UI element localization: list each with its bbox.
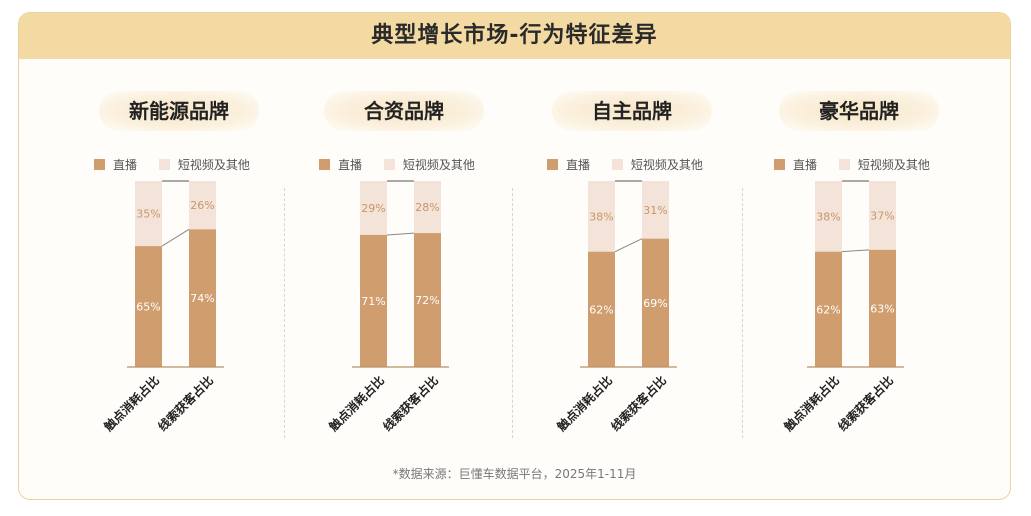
legend-live-swatch	[94, 159, 105, 170]
divider	[512, 188, 513, 438]
data-label-short: 38%	[816, 210, 840, 223]
panel-title: 自主品牌	[552, 91, 712, 131]
legend-short-label: 短视频及其他	[630, 158, 703, 172]
legend-live: 直播	[94, 156, 137, 173]
data-label-live: 71%	[361, 295, 385, 308]
legend-short: 短视频及其他	[838, 156, 930, 173]
legend-live-swatch	[774, 159, 785, 170]
bar-segment-live	[815, 251, 842, 367]
panel-new-energy: 新能源品牌 直播 短视频及其他 35% 65% 触点消耗占比 26% 74% 线索获客占比	[19, 73, 259, 453]
legend: 直播 短视频及其他	[319, 156, 493, 172]
bar-segment-short	[642, 181, 669, 239]
connector-split-line	[841, 249, 870, 253]
legend-short: 短视频及其他	[383, 156, 475, 173]
bar-segment-short	[815, 181, 842, 252]
connector-split-line	[614, 238, 643, 253]
panel-title: 合资品牌	[324, 91, 484, 131]
category-label: 触点消耗占比	[554, 373, 616, 435]
data-label-live: 63%	[870, 302, 894, 315]
legend-short: 短视频及其他	[158, 156, 250, 173]
infographic-card: 典型增长市场-行为特征差异 新能源品牌 直播 短视频及其他 35% 65% 触点消耗…	[18, 12, 1011, 500]
data-label-live: 65%	[136, 301, 160, 314]
legend-short-label: 短视频及其他	[402, 158, 475, 172]
connector-split-line	[161, 228, 190, 247]
legend: 直播 短视频及其他	[547, 156, 721, 172]
legend-short-swatch	[383, 159, 395, 170]
bar-segment-short	[189, 181, 216, 230]
category-label: 触点消耗占比	[781, 373, 843, 435]
bar-segment-live	[869, 249, 896, 367]
page-title: 典型增长市场-行为特征差异	[371, 23, 658, 48]
data-label-live: 62%	[816, 303, 840, 316]
category-label: 线索获客占比	[835, 373, 897, 435]
legend-live-label: 直播	[566, 158, 591, 172]
category-label: 线索获客占比	[608, 373, 670, 435]
data-label-short: 38%	[589, 210, 613, 223]
bar-segment-live	[360, 234, 387, 367]
legend-live: 直播	[319, 156, 362, 173]
legend: 直播 短视频及其他	[94, 156, 268, 172]
chart-joint-venture: 29% 71% 触点消耗占比 28% 72% 线索获客占比	[326, 180, 449, 435]
legend-live: 直播	[547, 156, 590, 173]
category-label: 线索获客占比	[380, 373, 442, 435]
bar-segment-short	[135, 181, 162, 247]
data-label-live: 72%	[415, 294, 439, 307]
legend-live-label: 直播	[793, 158, 818, 172]
bar-segment-live	[642, 238, 669, 367]
legend-short-label: 短视频及其他	[857, 158, 930, 172]
panel-title: 新能源品牌	[99, 91, 259, 131]
chart-luxury: 38% 62% 触点消耗占比 37% 63% 线索获客占比	[781, 180, 904, 435]
bar-segment-live	[189, 229, 216, 367]
legend: 直播 短视频及其他	[774, 156, 948, 172]
legend-live-swatch	[547, 159, 558, 170]
data-label-live: 62%	[589, 303, 613, 316]
data-label-short: 35%	[136, 208, 160, 221]
category-label: 线索获客占比	[155, 373, 217, 435]
chart-new-energy: 35% 65% 触点消耗占比 26% 74% 线索获客占比	[101, 180, 224, 435]
data-label-live: 69%	[643, 297, 667, 310]
bar-segment-short	[869, 181, 896, 250]
panel-title: 豪华品牌	[779, 91, 939, 131]
category-label: 触点消耗占比	[101, 373, 163, 435]
data-label-short: 31%	[643, 204, 667, 217]
legend-live-label: 直播	[113, 158, 138, 172]
connector-split-line	[386, 232, 415, 236]
bar-segment-live	[135, 246, 162, 367]
legend-short-label: 短视频及其他	[177, 158, 250, 172]
data-label-short: 26%	[190, 199, 214, 212]
category-label: 触点消耗占比	[326, 373, 388, 435]
bar-segment-short	[414, 181, 441, 234]
panel-domestic: 自主品牌 直播 短视频及其他 38% 62% 触点消耗占比 31% 69% 线索获客占比	[472, 73, 712, 453]
bar-segment-live	[414, 233, 441, 367]
data-label-short: 28%	[415, 201, 439, 214]
bar-segment-short	[360, 181, 387, 235]
data-label-live: 74%	[190, 292, 214, 305]
panel-luxury: 豪华品牌 直播 短视频及其他 38% 62% 触点消耗占比 37% 63% 线索获客占比	[699, 73, 939, 453]
legend-live-swatch	[319, 159, 330, 170]
bar-segment-short	[588, 181, 615, 252]
legend-short-swatch	[611, 159, 623, 170]
legend-short: 短视频及其他	[611, 156, 703, 173]
data-label-short: 37%	[870, 209, 894, 222]
divider	[742, 188, 743, 438]
legend-short-swatch	[158, 159, 170, 170]
title-bar	[19, 13, 1010, 59]
source-footnote: *数据来源：巨懂车数据平台，2025年1-11月	[392, 467, 637, 481]
panel-joint-venture: 合资品牌 直播 短视频及其他 29% 71% 触点消耗占比 28% 72% 线索获客占比	[244, 73, 484, 453]
divider	[284, 188, 285, 438]
legend-live-label: 直播	[338, 158, 363, 172]
legend-short-swatch	[838, 159, 850, 170]
chart-domestic: 38% 62% 触点消耗占比 31% 69% 线索获客占比	[554, 180, 677, 435]
bar-segment-live	[588, 251, 615, 367]
data-label-short: 29%	[361, 202, 385, 215]
legend-live: 直播	[774, 156, 817, 173]
